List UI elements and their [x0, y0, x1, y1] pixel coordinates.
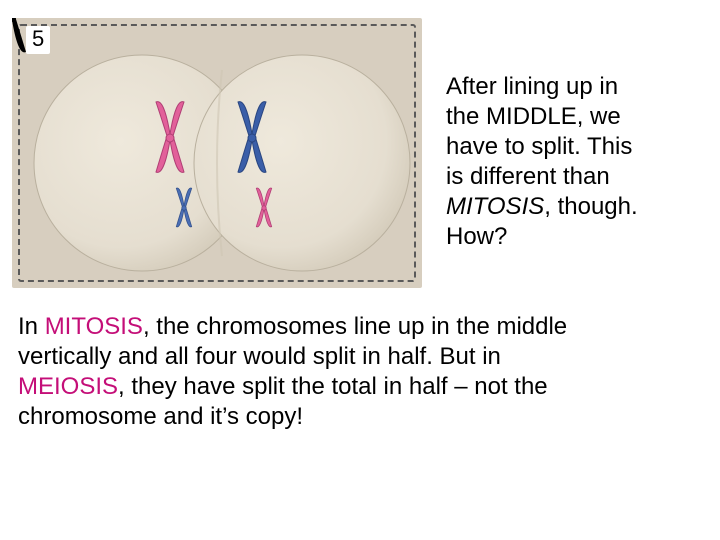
side-line-3: have to split. This	[446, 133, 632, 160]
side-line-1: After lining up in	[446, 73, 618, 100]
bt-4: chromosome and it’s copy!	[18, 403, 303, 430]
keyword-mitosis: MITOSIS	[45, 313, 143, 340]
side-mitosis-word: MITOSIS	[446, 193, 544, 220]
bt-1a: In	[18, 313, 45, 340]
bt-1b: , the chromosomes line up in the middle	[143, 313, 567, 340]
top-row: 5	[0, 0, 720, 288]
side-line-4: is different than	[446, 163, 610, 190]
bt-3b: , they have split the total in half – no…	[118, 373, 548, 400]
side-caption: After lining up in the MIDDLE, we have t…	[446, 18, 708, 288]
side-line-5-tail: , though.	[544, 193, 637, 220]
explanation-text: In MITOSIS, the chromosomes line up in t…	[0, 288, 720, 432]
cell-diagram	[12, 18, 422, 288]
meiosis-figure: 5	[12, 18, 422, 288]
bt-2: vertically and all four would split in h…	[18, 343, 501, 370]
side-line-2: the MIDDLE, we	[446, 103, 621, 130]
keyword-meiosis: MEIOSIS	[18, 373, 118, 400]
side-line-6: How?	[446, 223, 507, 250]
